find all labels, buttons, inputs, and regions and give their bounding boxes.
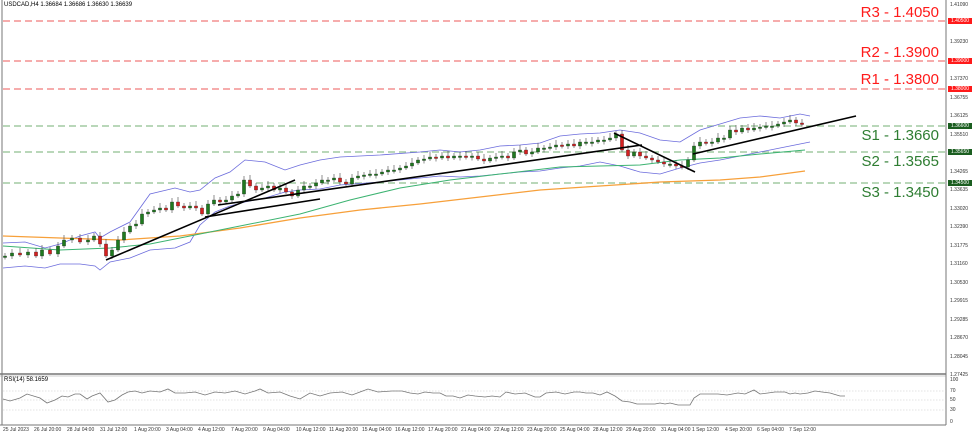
- price-tick: 1.36755: [950, 94, 969, 101]
- time-tick: 6 Sep 04:00: [757, 427, 784, 433]
- s3-label: S3 - 1.3450: [861, 184, 939, 201]
- s2-price-tag: 1.35650: [948, 149, 972, 155]
- r3-price-tag: 1.40500: [948, 18, 972, 24]
- price-tick: 1.36125: [950, 113, 969, 119]
- r2-label: R2 - 1.3900: [860, 44, 939, 61]
- price-tick: 1.31160: [950, 261, 968, 267]
- price-tick: 1.35510: [950, 131, 969, 138]
- rsi-tick: 0: [950, 419, 953, 425]
- time-tick: 25 Jul 2023: [3, 427, 29, 433]
- price-tick: 1.41090: [950, 2, 969, 8]
- chart-title: USDCAD,H4 1.36684 1.36686 1.36630 1.3663…: [4, 2, 133, 8]
- time-tick: 26 Jul 20:00: [34, 427, 62, 433]
- price-tick: 1.37370: [950, 76, 969, 82]
- price-tick: 1.29915: [950, 298, 969, 304]
- resistance-lines: [3, 20, 946, 90]
- time-tick: 11 Aug 20:00: [329, 427, 359, 433]
- price-tick: 1.31775: [950, 242, 969, 249]
- price-tick: 1.34265: [950, 168, 969, 175]
- time-tick: 3 Aug 04:00: [166, 427, 193, 433]
- time-tick: 7 Sep 12:00: [789, 427, 816, 433]
- trendlines: [105, 115, 857, 261]
- r1-price-tag: 1.38000: [948, 86, 972, 92]
- time-tick: 16 Aug 12:00: [395, 427, 425, 433]
- price-tick: 1.28670: [950, 335, 969, 341]
- time-tick: 25 Aug 04:00: [560, 427, 590, 433]
- rsi-tick: 100: [950, 377, 959, 383]
- time-tick: 10 Aug 12:00: [296, 427, 326, 433]
- price-tick: 1.28045: [950, 353, 969, 360]
- time-tick: 1 Sep 12:00: [692, 427, 719, 433]
- time-tick: 29 Aug 20:00: [626, 427, 656, 433]
- time-tick: 23 Aug 20:00: [527, 427, 557, 433]
- time-tick: 21 Aug 04:00: [461, 427, 491, 433]
- price-tick: 1.32390: [950, 224, 969, 230]
- r1-label: R1 - 1.3800: [860, 71, 939, 88]
- r3-label: R3 - 1.4050: [860, 4, 939, 21]
- s2-label: S2 - 1.3565: [861, 153, 939, 170]
- price-tick: 1.27425: [950, 372, 969, 378]
- s1-label: S1 - 1.3660: [861, 127, 939, 144]
- time-tick: 22 Aug 12:00: [494, 427, 524, 433]
- candlesticks: [3, 115, 804, 260]
- time-tick: 9 Aug 04:00: [263, 427, 290, 433]
- rsi-tick: 50: [950, 397, 956, 403]
- rsi-tick: 70: [950, 388, 956, 394]
- time-tick: 4 Sep 20:00: [725, 427, 752, 433]
- time-tick: 31 Aug 04:00: [661, 427, 691, 433]
- support-lines: [3, 125, 946, 184]
- s1-price-tag: 1.36600: [948, 123, 972, 129]
- rsi-tick: 30: [950, 407, 956, 413]
- time-tick: 31 Jul 12:00: [100, 427, 128, 433]
- time-tick: 1 Aug 20:00: [134, 427, 161, 433]
- rsi-line: [2, 388, 845, 406]
- price-tick: 1.29285: [950, 316, 969, 323]
- time-tick: 28 Jul 04:00: [67, 427, 95, 433]
- time-tick: 28 Aug 12:00: [593, 427, 623, 433]
- price-tick: 1.39230: [950, 39, 969, 45]
- price-tick: 1.33020: [950, 205, 969, 212]
- time-tick: 7 Aug 20:00: [231, 427, 258, 433]
- time-tick: 15 Aug 04:00: [362, 427, 392, 433]
- time-tick: 4 Aug 12:00: [198, 427, 225, 433]
- rsi-title: RSI(14) 58.1659: [4, 377, 49, 383]
- price-tick: 1.33635: [950, 187, 969, 193]
- s3-price-tag: 1.34500: [948, 180, 972, 186]
- price-tick: 1.30530: [950, 279, 969, 286]
- ma-orange: [2, 170, 806, 241]
- time-tick: 17 Aug 20:00: [428, 427, 458, 433]
- r2-price-tag: 1.39000: [948, 58, 972, 64]
